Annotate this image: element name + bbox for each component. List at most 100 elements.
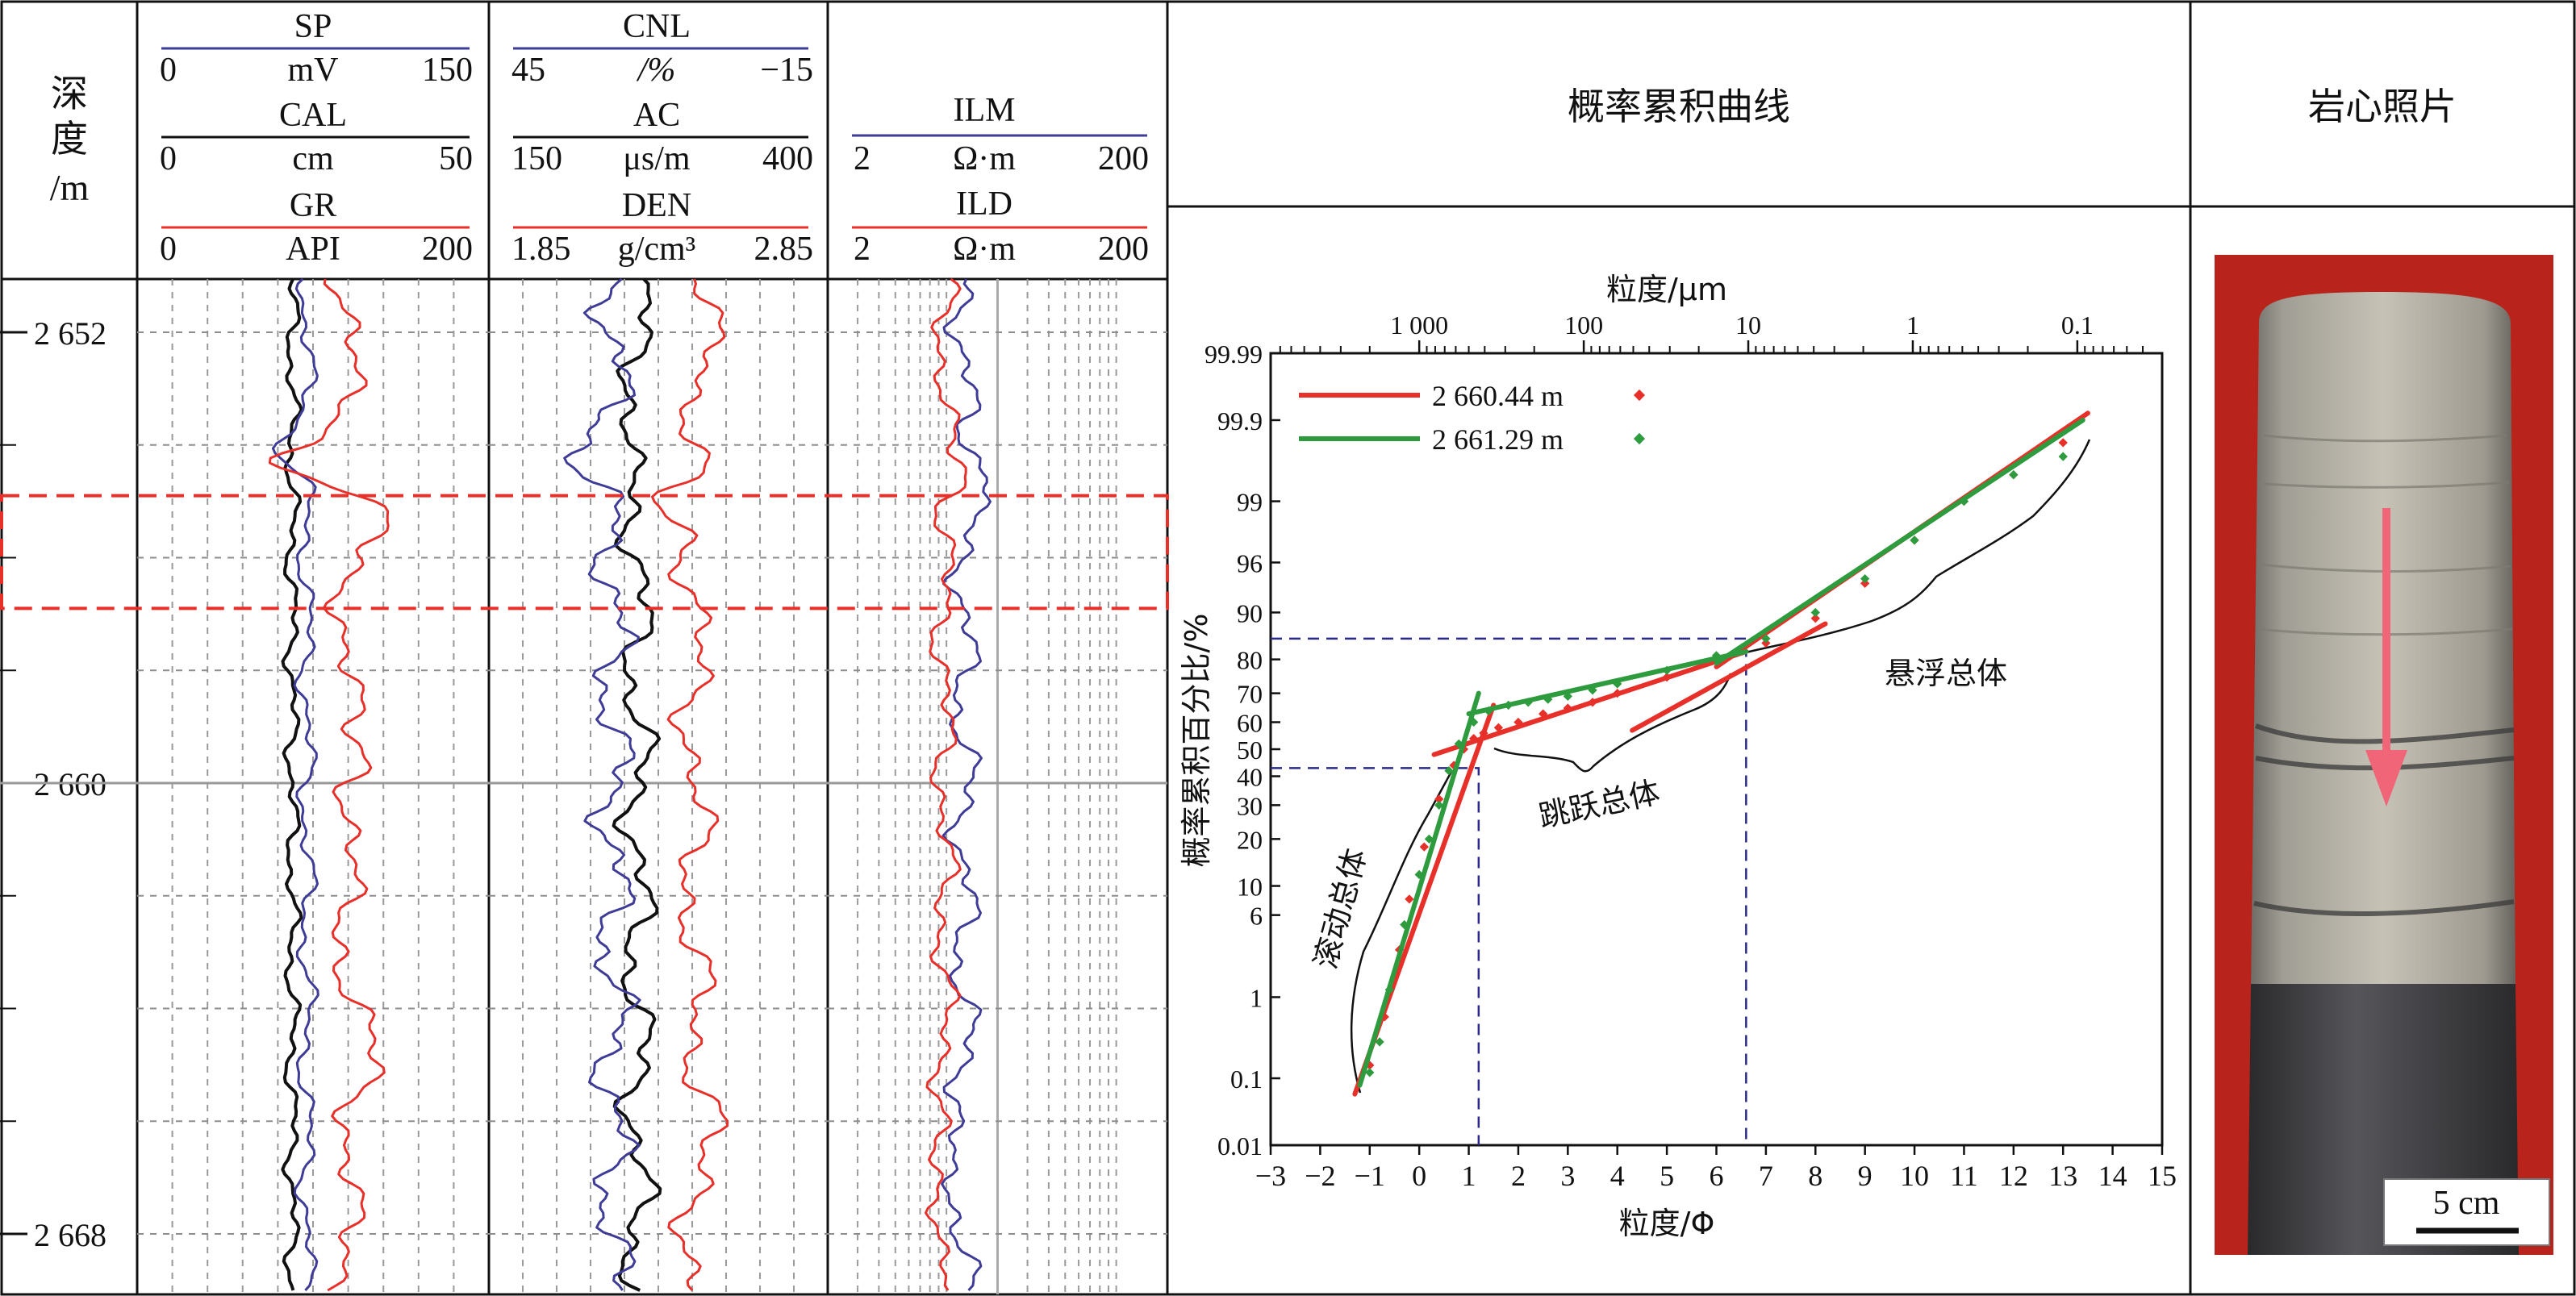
y-tick-label: 99 (1237, 488, 1263, 517)
log-track-grids (0, 279, 1167, 1294)
cnl-name: CNL (623, 8, 691, 45)
x-tick-label: 7 (1759, 1160, 1773, 1192)
cal-max: 50 (439, 140, 473, 177)
legend-marker (1633, 389, 1646, 402)
series-point (1484, 706, 1493, 716)
x-tick-label: 4 (1610, 1160, 1625, 1192)
top-tick-label: 10 (1735, 310, 1761, 340)
den-max: 2.85 (754, 231, 814, 268)
x-tick-label: 10 (1900, 1160, 1929, 1192)
ilm-min: 2 (854, 140, 870, 177)
scale-bar-box (2383, 1178, 2550, 1246)
x-tick-label: 5 (1660, 1160, 1674, 1192)
cal-unit: cm (292, 140, 334, 177)
annotation-saltation: 跳跃总体 (1535, 774, 1663, 835)
y-tick-label: 6 (1250, 902, 1263, 931)
series-point (1613, 688, 1622, 698)
x-tick-label: −1 (1355, 1160, 1385, 1192)
cal-name: CAL (279, 97, 347, 134)
top-axis-label: 粒度/μm (1606, 272, 1727, 307)
y-tick-label: 60 (1237, 708, 1263, 737)
y-tick-label: 70 (1237, 680, 1263, 709)
y-tick-label: 90 (1237, 598, 1263, 627)
x-tick-label: 14 (2098, 1160, 2127, 1192)
series-fit-line (1714, 417, 2085, 666)
series-point (1405, 894, 1414, 904)
y-tick-label: 99.9 (1217, 406, 1263, 435)
track1-header: SP 0 mV 150 CAL 0 cm 50 GR 0 API 200 (160, 8, 473, 268)
gr-curve (268, 278, 390, 1292)
x-tick-label: −3 (1255, 1160, 1286, 1192)
x-tick-label: 1 (1462, 1160, 1476, 1192)
ild-max: 200 (1098, 231, 1149, 268)
sp-unit: mV (288, 52, 339, 89)
den-name: DEN (622, 187, 691, 224)
ac-unit: μs/m (623, 140, 691, 177)
series-point (1414, 869, 1424, 880)
depth-header-line-1: 深 (51, 72, 88, 115)
y-tick-label: 10 (1237, 873, 1263, 902)
sp-curve (271, 277, 319, 1292)
x-tick-label: 3 (1560, 1160, 1575, 1192)
series-point (1424, 834, 1434, 844)
series-point (1434, 800, 1444, 811)
saltation-bracket (1493, 673, 1732, 773)
series-point (1563, 703, 1572, 713)
x-tick-label: 2 (1511, 1160, 1526, 1192)
x-tick-label: 6 (1710, 1160, 1724, 1192)
series-point (1469, 717, 1479, 727)
depth-tick-label: 2 652 (34, 315, 106, 352)
x-tick-label: 11 (1950, 1160, 1978, 1192)
top-tick-label: 0.1 (2061, 310, 2094, 340)
population-brackets (1350, 439, 2091, 1094)
core-arrow-head (2365, 750, 2407, 806)
top-tick-label: 1 (1906, 310, 1919, 340)
series-point (1810, 614, 1820, 623)
x-tick-label: 13 (2048, 1160, 2077, 1192)
sp-min: 0 (160, 52, 177, 89)
series-point (1613, 679, 1622, 689)
series-point (1479, 728, 1488, 738)
sp-name: SP (294, 8, 332, 45)
y-tick-label: 99.99 (1204, 340, 1263, 369)
probability-chart: 粒度/μm 粒度/Φ 概率累积百分比/% −3 −2 −1 0 1 2 3 4 5 6 7 8 9 10 1… (1179, 272, 2177, 1241)
scale-bar-label: 5 cm (2433, 1185, 2500, 1222)
series-point (1454, 739, 1463, 749)
series-point (1860, 578, 1870, 588)
ac-name: AC (633, 97, 680, 134)
series-point (1523, 698, 1533, 707)
annotation-suspension: 悬浮总体 (1885, 656, 2007, 691)
ilm-max: 200 (1098, 140, 1149, 177)
cnl-unit: /% (637, 52, 676, 89)
series-point (1662, 673, 1672, 682)
cal-min: 0 (160, 140, 177, 177)
ilm-name: ILM (954, 92, 1016, 129)
suspension-bracket (1742, 439, 2091, 655)
series-fit-line (1630, 621, 1828, 733)
series-point (1761, 634, 1771, 644)
series-point (1444, 766, 1454, 776)
x-tick-label: 15 (2148, 1160, 2177, 1192)
gr-name: GR (290, 187, 336, 224)
series-point (1860, 573, 1870, 584)
y-axis-label: 概率累积百分比/% (1179, 614, 1214, 868)
x-tick-label: 9 (1858, 1160, 1873, 1192)
core-photo: 5 cm (2215, 255, 2553, 1255)
guide-line (1271, 767, 1480, 1145)
series-point (1400, 919, 1409, 930)
depth-header-line-2: 度 (51, 117, 88, 160)
cnl-max: −15 (760, 52, 813, 89)
y-tick-label: 1 (1250, 983, 1263, 1012)
plot-frame (1269, 352, 2164, 1147)
series-point (1434, 794, 1444, 804)
y-tick-label: 80 (1237, 646, 1263, 675)
series-point (1493, 723, 1504, 732)
y-tick-label: 40 (1237, 763, 1263, 792)
cnl-min: 45 (511, 52, 545, 89)
y-tick-label: 50 (1237, 736, 1263, 765)
series-point (1543, 694, 1553, 704)
chart-legend: 2 660.44 m 2 661.29 m (1299, 380, 1646, 456)
series-point (1504, 700, 1513, 711)
gr-max: 200 (422, 231, 473, 268)
